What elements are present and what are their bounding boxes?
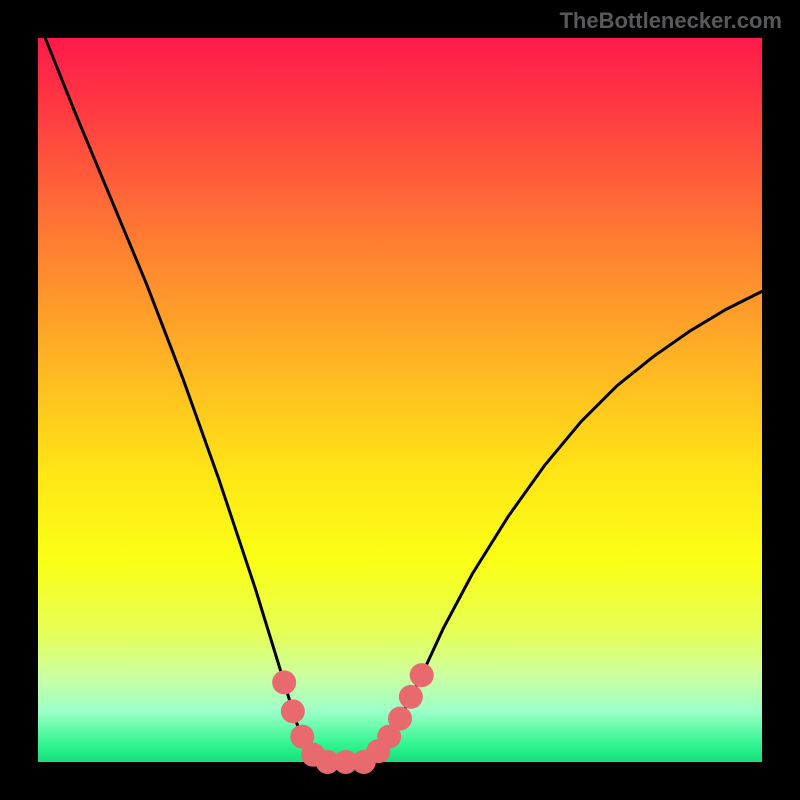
marker-point bbox=[388, 707, 412, 731]
marker-point bbox=[272, 670, 296, 694]
chart-container: TheBottlenecker.com bbox=[0, 0, 800, 800]
bottleneck-chart bbox=[0, 0, 800, 800]
plot-background bbox=[38, 38, 762, 762]
watermark-text: TheBottlenecker.com bbox=[559, 8, 782, 34]
marker-point bbox=[399, 685, 423, 709]
marker-point bbox=[281, 699, 305, 723]
marker-point bbox=[410, 663, 434, 687]
